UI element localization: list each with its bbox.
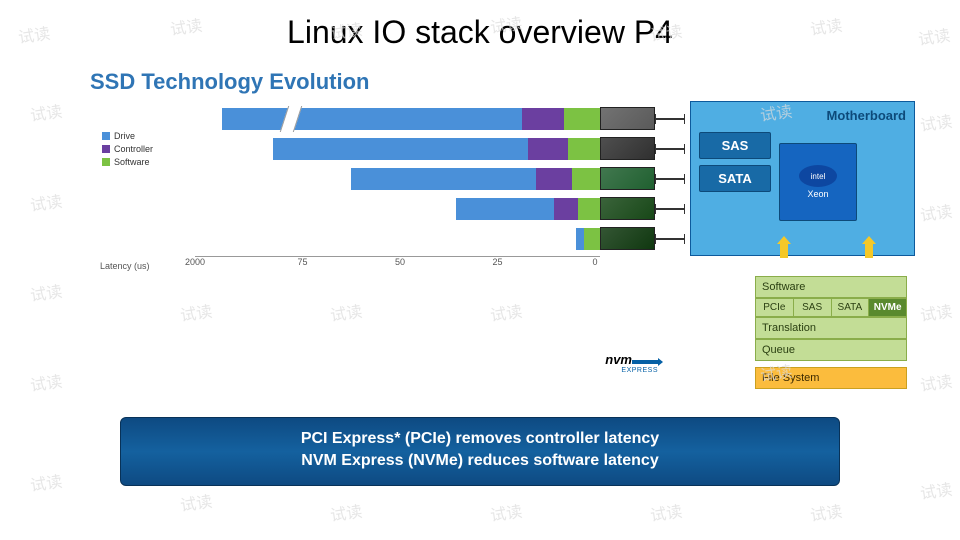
sw-cell-sas: SAS [794,299,832,316]
axis-label: Latency (us) [100,261,150,271]
watermark: 试读 [28,468,63,496]
chart-legend: Drive Controller Software [102,131,153,170]
sw-queue: Queue [755,339,907,361]
chart-bars [195,107,600,257]
footer-callout: PCI Express* (PCIe) removes controller l… [120,417,840,486]
chip-name: Xeon [807,189,828,199]
device-thumbnails [600,101,655,389]
chart-x-axis: 20007550250 [195,256,600,271]
sw-protocols-row: PCIeSASSATANVMe [755,298,907,317]
filesystem-box: File System [755,367,907,389]
nvme-express-logo: nvm EXPRESS [605,352,658,374]
legend-item: Controller [102,144,153,154]
device-thumb [600,107,655,130]
bar-row [195,167,600,190]
subtitle: SSD Technology Evolution [90,69,960,95]
software-stack: Software PCIeSASSATANVMe Translation Que… [755,276,907,389]
connector-line [655,137,685,160]
axis-tick: 2000 [185,257,205,271]
bar-row [195,107,600,130]
intel-logo: intel [799,165,837,187]
content-area: Drive Controller Software 2000 75 50 25 0 Late… [0,101,960,389]
sw-cell-sata: SATA [832,299,870,316]
chart-column: Drive Controller Software 2000 75 50 25 0 Late… [90,101,600,389]
connector-line [655,167,685,190]
watermark: 试读 [328,498,363,526]
device-thumb [600,197,655,220]
connector-line [655,227,685,250]
watermark: 试读 [488,498,523,526]
motherboard-column: Motherboard SASSATA intel Xeon Software … [685,101,915,389]
sw-translation: Translation [755,317,907,339]
bar-row [195,227,600,250]
latency-chart: Drive Controller Software 2000 75 50 25 0 Late… [90,101,600,271]
watermark: 试读 [178,488,213,516]
motherboard-box: Motherboard SAS SATA intel Xeon [690,101,915,256]
sw-cell-pcie: PCIe [756,299,794,316]
axis-tick: 75 [297,257,307,271]
port-sata: SATA [699,165,771,192]
axis-tick: 0 [592,257,597,271]
device-thumb [600,227,655,250]
bar-row [195,137,600,160]
axis-tick: 25 [492,257,502,271]
port-column: SAS SATA [699,129,771,244]
legend-item: Drive [102,131,153,141]
cpu-chip: intel Xeon [779,143,857,221]
sw-cell-nvme: NVMe [869,299,906,316]
legend-item: Software [102,157,153,167]
axis-tick: 50 [395,257,405,271]
slide-title: Linux IO stack overview P4 [0,0,960,51]
footer-line1: PCI Express* (PCIe) removes controller l… [121,428,839,450]
device-thumb [600,137,655,160]
stack-arrows [690,256,915,266]
port-sas: SAS [699,132,771,159]
watermark: 试读 [918,476,953,504]
footer-line2: NVM Express (NVMe) reduces software late… [121,450,839,472]
connector-line [655,197,685,220]
watermark: 试读 [648,498,683,526]
motherboard-title: Motherboard [699,108,906,123]
sw-header: Software [755,276,907,298]
device-thumb [600,167,655,190]
device-connectors [655,101,685,389]
watermark: 试读 [808,498,843,526]
connector-line [655,107,685,130]
bar-row [195,197,600,220]
